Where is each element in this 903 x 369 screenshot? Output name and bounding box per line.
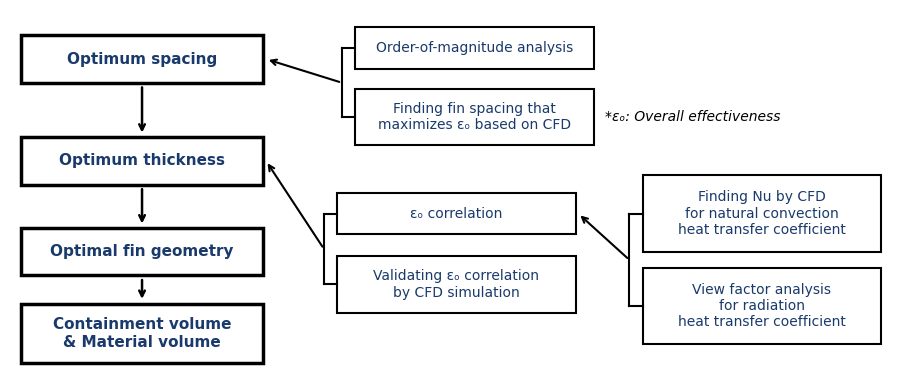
Text: Optimum spacing: Optimum spacing (67, 52, 217, 67)
FancyBboxPatch shape (21, 304, 263, 363)
FancyBboxPatch shape (337, 256, 575, 313)
Text: Optimum thickness: Optimum thickness (59, 154, 225, 168)
Text: Finding fin spacing that
maximizes εₒ based on CFD: Finding fin spacing that maximizes εₒ ba… (377, 102, 571, 132)
FancyBboxPatch shape (21, 35, 263, 83)
FancyBboxPatch shape (337, 193, 575, 234)
Text: *εₒ: Overall effectiveness: *εₒ: Overall effectiveness (604, 110, 779, 124)
FancyBboxPatch shape (642, 175, 880, 252)
FancyBboxPatch shape (642, 268, 880, 344)
FancyBboxPatch shape (355, 27, 593, 69)
Text: εₒ correlation: εₒ correlation (410, 207, 502, 221)
Text: Order-of-magnitude analysis: Order-of-magnitude analysis (376, 41, 573, 55)
Text: Containment volume
& Material volume: Containment volume & Material volume (52, 317, 231, 350)
Text: Finding Nu by CFD
for natural convection
heat transfer coefficient: Finding Nu by CFD for natural convection… (677, 190, 845, 237)
Text: Optimal fin geometry: Optimal fin geometry (51, 244, 234, 259)
Text: Validating εₒ correlation
by CFD simulation: Validating εₒ correlation by CFD simulat… (373, 269, 539, 300)
Text: View factor analysis
for radiation
heat transfer coefficient: View factor analysis for radiation heat … (677, 283, 845, 330)
FancyBboxPatch shape (355, 89, 593, 145)
FancyBboxPatch shape (21, 228, 263, 275)
FancyBboxPatch shape (21, 137, 263, 184)
